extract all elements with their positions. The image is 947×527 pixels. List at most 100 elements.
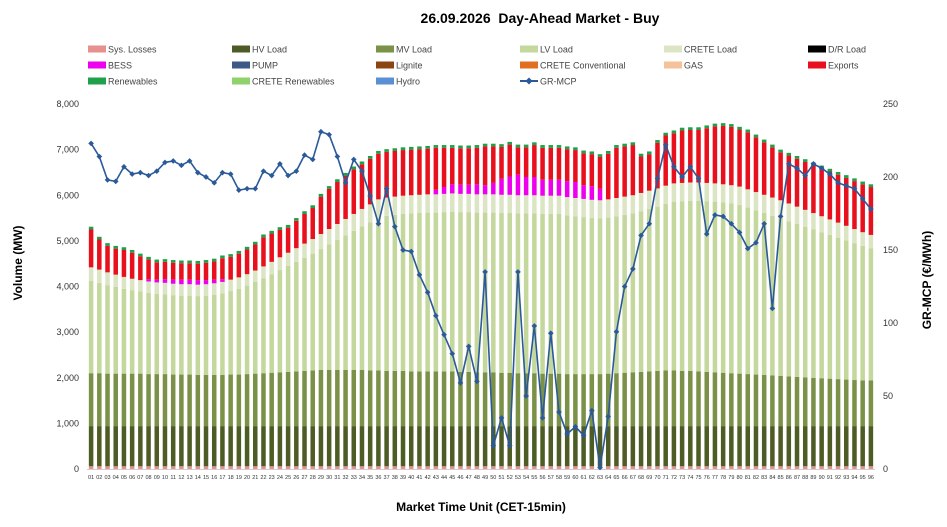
bar-segment-92-3 <box>835 237 841 380</box>
x-tick-label: 04 <box>113 475 119 481</box>
bar-segment-66-2 <box>622 372 627 427</box>
bar-segment-91-3 <box>827 234 833 379</box>
bar-segment-16-4 <box>211 283 217 295</box>
bar-segment-78-4 <box>720 184 726 203</box>
bar-segment-63-4 <box>597 200 603 219</box>
bar-segment-88-12 <box>802 159 808 162</box>
price-point-29 <box>318 128 324 135</box>
bar-segment-94-3 <box>852 243 857 381</box>
bar-segment-83-1 <box>761 426 767 467</box>
bar-segment-15-4 <box>203 284 209 296</box>
bar-segment-86-0 <box>786 466 792 469</box>
bar-segment-14-0 <box>195 466 201 469</box>
x-tick-label: 09 <box>154 475 160 481</box>
x-tick-label: 36 <box>375 475 381 481</box>
bar-segment-50-11 <box>491 146 496 183</box>
price-point-37 <box>383 185 390 192</box>
bar-segment-49-6 <box>482 185 488 195</box>
bar-segment-71-0 <box>663 466 668 469</box>
x-tick-label: 95 <box>860 475 866 481</box>
x-tick-label: 76 <box>704 475 710 481</box>
bar-segment-62-1 <box>589 426 595 467</box>
legend-label-crete-load: CRETE Load <box>684 45 737 55</box>
bar-segment-14-4 <box>195 284 201 297</box>
bar-segment-11-12 <box>170 260 176 263</box>
bar-segment-29-12 <box>318 193 324 197</box>
bar-segment-09-2 <box>154 374 160 427</box>
x-tick-label: 68 <box>638 475 644 481</box>
bar-segment-48-3 <box>474 212 480 373</box>
bar-segment-04-0 <box>113 466 118 469</box>
bar-segment-57-2 <box>548 373 554 427</box>
bar-segment-17-2 <box>220 375 225 427</box>
bar-segment-72-12 <box>671 130 677 134</box>
bar-segment-22-4 <box>261 266 266 279</box>
bar-segment-82-3 <box>753 210 759 375</box>
bar-segment-63-3 <box>597 218 603 375</box>
bar-segment-85-1 <box>778 426 783 467</box>
bar-segment-12-1 <box>179 426 184 467</box>
bar-segment-80-1 <box>737 426 742 467</box>
bar-segment-79-4 <box>729 185 734 204</box>
bar-segment-22-11 <box>261 237 266 267</box>
bar-segment-45-1 <box>450 426 455 467</box>
bar-segment-91-1 <box>827 426 833 467</box>
x-tick-label: 65 <box>613 475 619 481</box>
bar-segment-57-6 <box>548 179 554 196</box>
y-tick-label: 2,000 <box>56 373 79 383</box>
bar-segment-68-3 <box>638 211 644 372</box>
bar-segment-31-11 <box>335 182 340 224</box>
x-tick-label: 23 <box>269 475 275 481</box>
bar-segment-30-3 <box>326 244 332 370</box>
bar-segment-43-2 <box>433 371 439 427</box>
bar-segment-13-4 <box>187 284 192 296</box>
bar-segment-11-4 <box>170 283 176 296</box>
price-point-64 <box>605 413 612 420</box>
bar-segment-10-3 <box>162 294 168 375</box>
price-point-08 <box>145 172 152 179</box>
bar-segment-44-1 <box>441 426 447 467</box>
x-tick-label: 37 <box>384 475 390 481</box>
bar-segment-23-4 <box>269 261 274 275</box>
bar-segment-79-3 <box>729 203 734 374</box>
bar-segment-60-11 <box>573 150 578 183</box>
bar-segment-37-0 <box>384 466 389 469</box>
y2-tick-label: 0 <box>883 464 888 474</box>
bar-segment-16-6 <box>211 279 217 284</box>
price-point-60 <box>572 423 579 430</box>
bar-segment-53-1 <box>515 426 521 467</box>
price-point-17 <box>219 169 226 176</box>
bar-segment-32-11 <box>343 175 348 219</box>
price-point-65 <box>613 328 620 335</box>
x-tick-label: 08 <box>145 475 151 481</box>
price-point-89 <box>810 161 817 167</box>
bar-segment-14-3 <box>195 296 201 376</box>
bar-segment-35-11 <box>367 158 373 205</box>
bar-segment-09-4 <box>154 282 160 294</box>
bar-segment-08-4 <box>146 281 151 293</box>
bar-segment-22-0 <box>261 466 266 469</box>
x-tick-label: 74 <box>687 475 693 481</box>
bar-segment-21-4 <box>253 270 258 282</box>
bar-segment-23-11 <box>269 233 274 262</box>
bar-segment-60-2 <box>573 374 578 427</box>
bar-segment-08-0 <box>146 466 151 469</box>
price-point-76 <box>703 231 710 237</box>
bar-segment-71-3 <box>663 203 668 371</box>
price-point-11 <box>170 158 177 164</box>
bar-segment-70-12 <box>655 140 660 143</box>
bar-segment-80-3 <box>737 204 742 374</box>
bar-segment-48-0 <box>474 466 480 469</box>
bar-segment-75-2 <box>696 371 701 427</box>
bar-segment-43-6 <box>433 189 439 195</box>
bar-segment-49-4 <box>482 194 488 213</box>
bar-segment-90-3 <box>819 232 824 379</box>
bar-segment-58-4 <box>556 195 562 214</box>
x-tick-label: 63 <box>597 475 603 481</box>
bar-segment-27-4 <box>302 243 307 258</box>
bar-segment-77-4 <box>712 183 718 202</box>
bar-segment-75-11 <box>696 130 701 183</box>
bar-segment-67-3 <box>630 213 636 373</box>
price-point-36 <box>375 220 382 227</box>
bar-segment-71-12 <box>663 132 668 136</box>
